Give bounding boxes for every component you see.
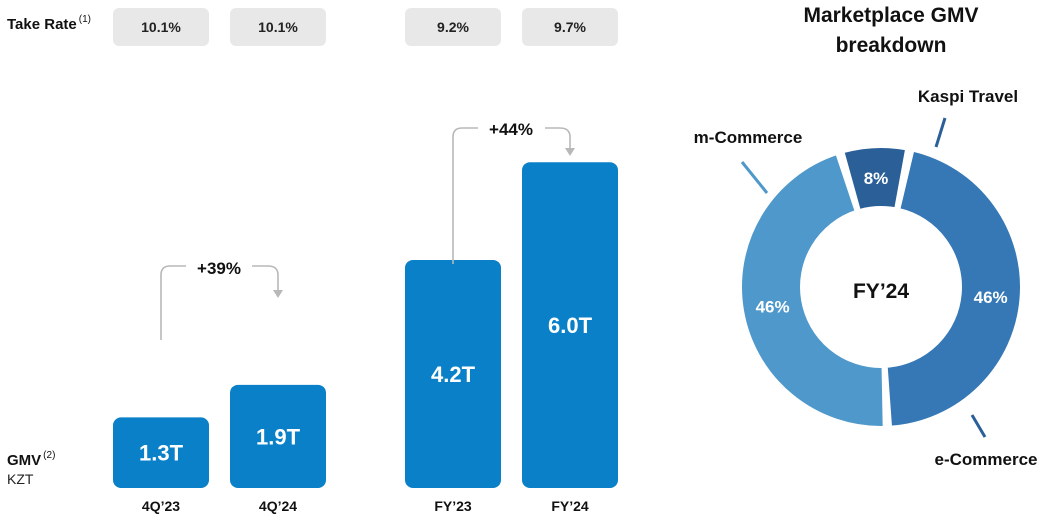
growth-arrow-quarter-head [273, 290, 283, 298]
gmv-unit: KZT [7, 471, 34, 487]
bar-fy23 [405, 259, 501, 488]
growth-label-quarter: +39% [197, 259, 241, 278]
take-rate-pill-4q23: 10.1% [113, 8, 209, 46]
growth-arrows [160, 127, 575, 340]
callout-line-travel [934, 117, 947, 148]
slice-name-travel: Kaspi Travel [918, 87, 1018, 106]
growth-arrow-year-tail [545, 127, 571, 150]
take-rate-pill-4q24: 10.1% [230, 8, 326, 46]
donut-center-label: FY’24 [853, 280, 909, 303]
donut-slice-kaspi-travel [842, 146, 908, 212]
bar-value-label: 1.3T [139, 441, 184, 466]
callout-line-ecommerce [970, 414, 987, 438]
bar-fy24 [522, 162, 618, 488]
take-rate-footnote: (1) [78, 14, 91, 25]
donut-layer: 8% 46% 46% [740, 146, 1022, 428]
growth-label-year: +44% [489, 120, 533, 139]
growth-arrow-year [452, 127, 478, 264]
bar-value-label: 1.9T [256, 424, 301, 449]
bar-4q24 [230, 384, 326, 488]
donut-slice-e-commerce [885, 149, 1022, 428]
bar-category-label: 4Q’24 [259, 498, 297, 514]
slice-name-ecommerce: e-Commerce [935, 450, 1038, 469]
bar-category-label: FY’24 [551, 498, 589, 514]
take-rate-text: Take Rate [7, 16, 77, 33]
donut-slice-value-label: 8% [864, 169, 889, 188]
donut-slice-value-label: 46% [974, 288, 1008, 307]
callout-line-mcommerce [740, 161, 769, 194]
gmv-text: GMV [7, 452, 42, 469]
growth-arrow-year-head [565, 148, 575, 156]
gmv-label: GMV (2) [7, 450, 56, 469]
take-rate-pill-fy23: 9.2% [405, 8, 501, 46]
bar-value-label: 6.0T [548, 313, 593, 338]
bar-category-label: FY’23 [434, 498, 472, 514]
bar-category-label: 4Q’23 [142, 498, 180, 514]
take-rate-label: Take Rate (1) [7, 14, 91, 33]
donut-title-line2: breakdown [836, 34, 947, 57]
growth-arrow-quarter-tail [252, 265, 279, 292]
bars-layer: 1.3T 4Q’23 1.9T 4Q’24 4.2T FY’23 6.0T FY’24 [113, 162, 618, 514]
growth-arrow-quarter [160, 265, 186, 340]
donut-title-line1: Marketplace GMV [803, 4, 978, 27]
donut-slice-value-label: 46% [756, 298, 790, 317]
bar-value-label: 4.2T [431, 362, 476, 387]
bar-4q23 [113, 417, 209, 488]
gmv-footnote: (2) [43, 450, 56, 461]
take-rate-pill-fy24: 9.7% [522, 8, 618, 46]
donut-slice-m-commerce [740, 152, 885, 428]
slice-name-mcommerce: m-Commerce [694, 128, 803, 147]
